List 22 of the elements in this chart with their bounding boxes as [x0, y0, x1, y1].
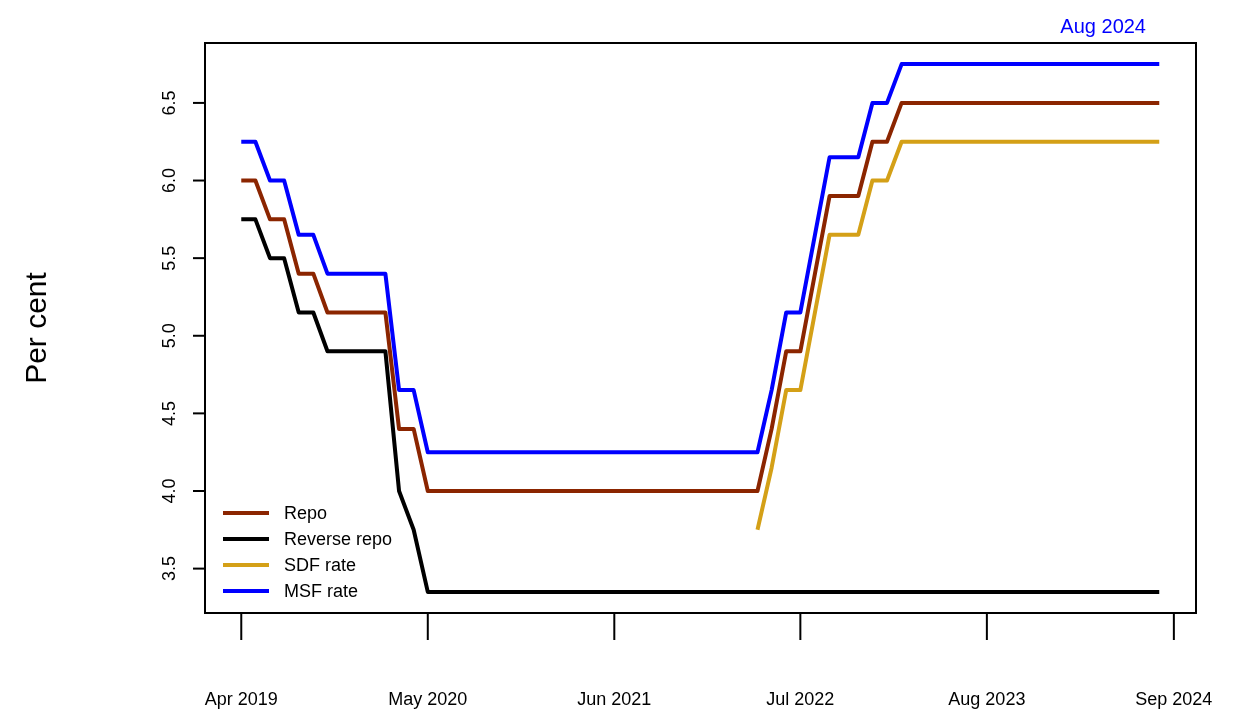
y-tick-label: 5.5	[159, 245, 179, 271]
line-series	[239, 62, 1162, 455]
x-tick-label: May 2020	[388, 689, 468, 709]
y-tick-label: 4.0	[159, 478, 179, 504]
x-tick-label: Jun 2021	[577, 689, 652, 709]
line-series	[755, 139, 1162, 532]
y-tick-label: 3.5	[159, 556, 179, 582]
legend-label: Repo	[284, 503, 328, 523]
x-tick-label: Jul 2022	[766, 689, 835, 709]
y-axis-title: Per cent	[19, 271, 52, 384]
legend-label: Reverse repo	[284, 529, 393, 549]
x-tick-label: Aug 2023	[948, 689, 1026, 709]
legend-label: MSF rate	[284, 581, 359, 601]
y-tick-label: 6.0	[159, 168, 179, 194]
y-tick-label: 4.5	[159, 400, 179, 426]
legend-label: SDF rate	[284, 555, 357, 575]
x-tick-label: Sep 2024	[1135, 689, 1213, 709]
y-tick-label: 6.5	[159, 90, 179, 116]
text: Aug 2024	[1060, 15, 1146, 37]
y-tick-label: 5.0	[159, 323, 179, 349]
x-tick-label: Apr 2019	[204, 689, 278, 709]
line-series	[239, 100, 1162, 493]
